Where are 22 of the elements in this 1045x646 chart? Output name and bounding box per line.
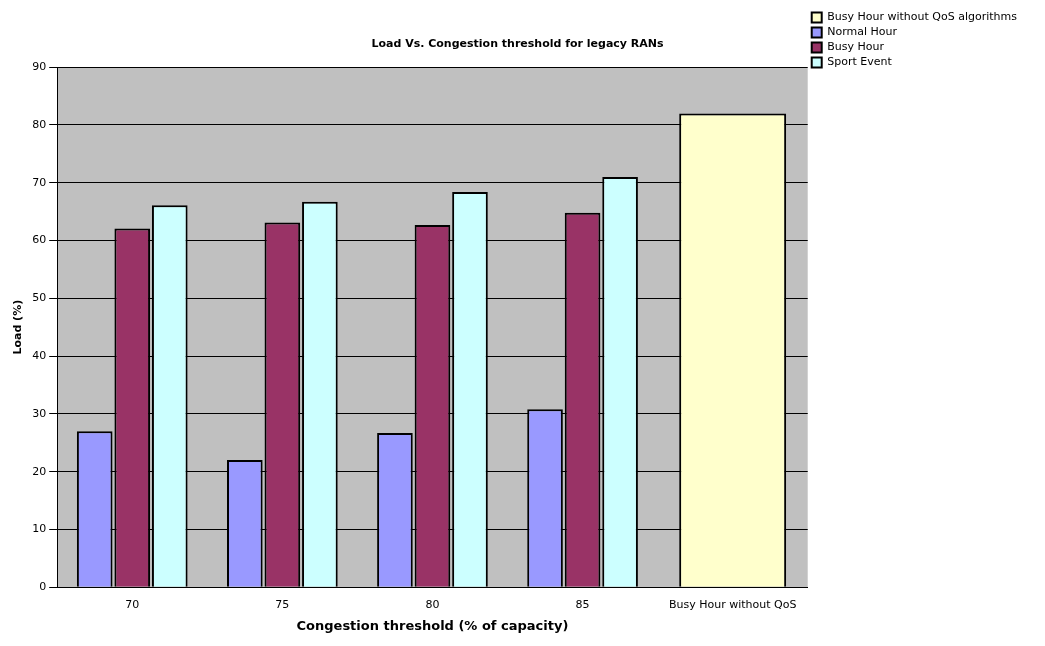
x-tick-label: Busy Hour without QoS	[668, 597, 797, 611]
y-tick-label: 80	[32, 117, 47, 131]
x-tick-label: 70	[125, 597, 140, 611]
y-tick-label: 10	[32, 522, 47, 536]
x-tick-label: 75	[275, 597, 290, 611]
y-tick-label: 30	[32, 406, 47, 420]
y-tick-label: 50	[32, 291, 47, 305]
x-tick-label: 85	[575, 597, 590, 611]
legend-label: Busy Hour	[827, 40, 885, 54]
chart-title: Load Vs. Congestion threshold for legacy RANs	[371, 37, 665, 51]
y-tick-label: 60	[32, 233, 47, 247]
y-tick-label: 70	[32, 175, 47, 189]
legend-label: Normal Hour	[827, 25, 898, 39]
y-tick-label: 40	[32, 348, 47, 362]
x-axis-title: Congestion threshold (% of capacity)	[296, 617, 569, 633]
y-tick-label: 90	[32, 60, 47, 74]
y-tick-label: 20	[32, 464, 47, 478]
y-tick-label: 0	[39, 580, 47, 594]
legend-label: Busy Hour without QoS algorithms	[827, 10, 1018, 24]
legend-label: Sport Event	[827, 55, 893, 69]
y-axis-title: Load (%)	[11, 299, 25, 355]
x-tick-label: 80	[425, 597, 440, 611]
